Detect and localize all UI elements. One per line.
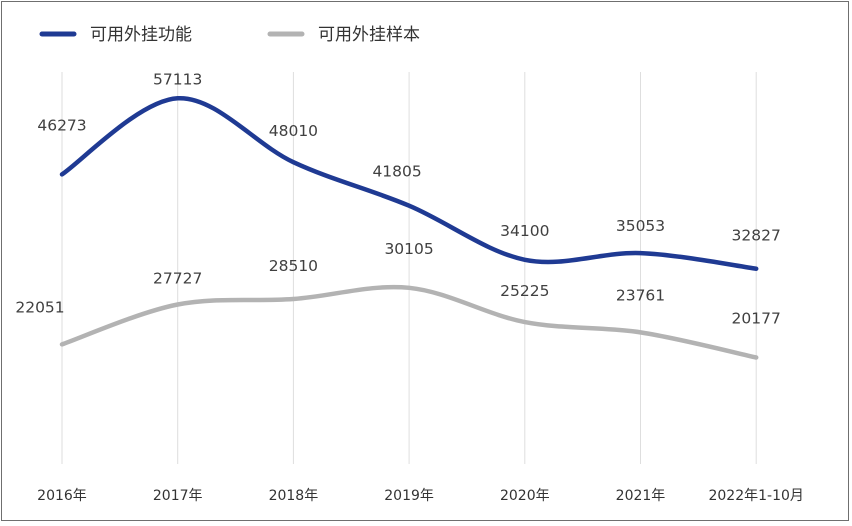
- data-label-s0-p3: 41805: [372, 163, 421, 181]
- x-axis-ticks: 2016年 2017年 2018年 2019年 2020年 2021年 2022年1-10月: [37, 488, 804, 504]
- x-tick-label-0: 2016年: [37, 488, 87, 504]
- gridlines: [61, 72, 757, 464]
- legend-label-0: 可用外挂功能: [90, 25, 192, 45]
- x-tick-label-4: 2020年: [500, 488, 550, 504]
- data-label-s1-p4: 25225: [500, 282, 549, 300]
- data-label-s1-p2: 28510: [269, 257, 318, 275]
- data-label-s0-p1: 57113: [153, 70, 202, 88]
- series-line-0: [59, 96, 759, 271]
- data-label-s1-p1: 27727: [153, 270, 202, 288]
- series-layer: [59, 96, 759, 360]
- data-label-s0-p2: 48010: [269, 122, 318, 140]
- legend: 可用外挂功能 可用外挂样本: [39, 25, 420, 45]
- x-tick-label-6: 2022年1-10月: [708, 488, 803, 504]
- x-tick-label-3: 2019年: [384, 488, 434, 504]
- data-label-s1-p5: 23761: [616, 286, 665, 304]
- data-label-s0-p5: 35053: [616, 217, 665, 235]
- x-tick-label-5: 2021年: [616, 488, 666, 504]
- legend-label-1: 可用外挂样本: [318, 25, 420, 45]
- data-label-s0-p0: 46273: [37, 116, 86, 134]
- data-label-s1-p6: 20177: [732, 309, 781, 327]
- data-label-s0-p6: 32827: [732, 227, 781, 245]
- x-tick-label-1: 2017年: [153, 488, 203, 504]
- data-label-s0-p4: 34100: [500, 222, 549, 240]
- x-tick-label-2: 2018年: [269, 488, 319, 504]
- series-line-1: [59, 284, 759, 360]
- data-label-s1-p0: 22051: [15, 298, 64, 316]
- data-labels: 46273 57113 48010 41805 34100 35053 32827 22051…: [15, 70, 781, 327]
- data-label-s1-p3: 30105: [384, 240, 433, 258]
